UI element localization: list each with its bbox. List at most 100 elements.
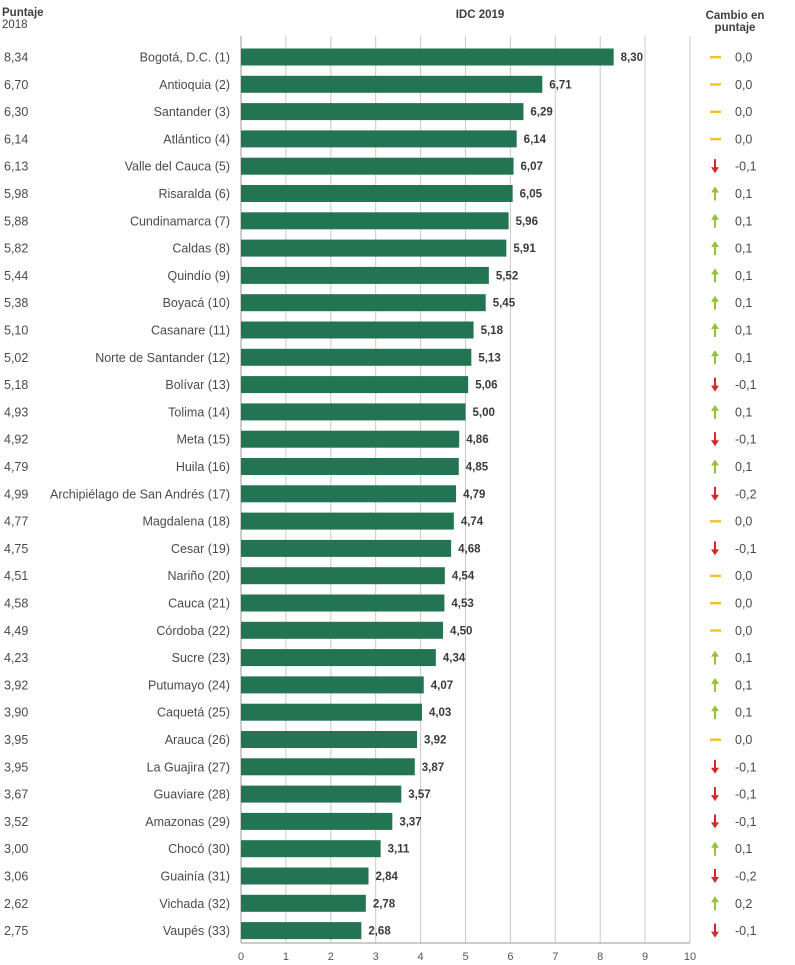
department-label: Putumayo (24) — [148, 678, 230, 692]
score-2018: 2,75 — [4, 924, 28, 938]
up-arrow-icon — [711, 213, 719, 228]
bar — [241, 376, 469, 394]
score-2018: 4,49 — [4, 624, 28, 638]
bar — [241, 703, 422, 721]
change-value: 0,1 — [735, 842, 752, 856]
department-label: Guainía (31) — [161, 870, 230, 884]
x-tick-label: 3 — [373, 951, 379, 963]
score-2018: 5,02 — [4, 351, 28, 365]
department-label: Atlántico (4) — [163, 132, 230, 146]
bar — [241, 130, 517, 148]
row-cundinamarca: 5,88 Cundinamarca (7) 5,96 0,1 — [4, 212, 752, 230]
department-label: Magdalena (18) — [142, 515, 230, 529]
column-header-score-2018: Puntaje 2018 — [2, 7, 44, 31]
change-value: 0,1 — [735, 706, 752, 720]
x-tick-label: 6 — [507, 951, 513, 963]
bar-value-label: 4,03 — [429, 707, 451, 719]
score-2018: 3,67 — [4, 788, 28, 802]
change-value: -0,1 — [735, 160, 757, 174]
change-value: -0,1 — [735, 924, 757, 938]
bar-value-label: 2,84 — [376, 871, 399, 883]
row-sucre: 4,23 Sucre (23) 4,34 0,1 — [4, 649, 752, 667]
change-value: 0,1 — [735, 351, 752, 365]
bar — [241, 512, 454, 530]
score-2018: 3,52 — [4, 815, 28, 829]
down-arrow-icon — [711, 541, 719, 556]
row-caqueta: 3,90 Caquetá (25) 4,03 0,1 — [4, 703, 752, 721]
score-2018: 5,88 — [4, 214, 28, 228]
bar-value-label: 3,57 — [408, 789, 430, 801]
department-label: Quindío (9) — [167, 269, 230, 283]
bar-value-label: 4,50 — [450, 625, 472, 637]
bar — [241, 485, 457, 503]
change-value: 0,0 — [735, 733, 752, 747]
down-arrow-icon — [711, 159, 719, 174]
bar — [241, 894, 366, 912]
change-value: 0,0 — [735, 105, 752, 119]
bar — [241, 157, 514, 175]
x-tick-label: 1 — [283, 951, 289, 963]
up-arrow-icon — [711, 841, 719, 856]
department-label: Meta (15) — [177, 433, 231, 447]
department-label: Norte de Santander (12) — [95, 351, 230, 365]
score-2018: 3,92 — [4, 678, 28, 692]
bar-value-label: 5,52 — [496, 270, 518, 282]
row-narino: 4,51 Nariño (20) 4,54 0,0 — [4, 567, 752, 585]
x-tick-label: 0 — [238, 951, 244, 963]
score-2018: 4,75 — [4, 542, 28, 556]
score-2018: 6,30 — [4, 105, 28, 119]
department-label: Huila (16) — [176, 460, 230, 474]
up-arrow-icon — [711, 186, 719, 201]
bar-value-label: 4,68 — [458, 543, 481, 555]
row-guaviare: 3,67 Guaviare (28) 3,57 -0,1 — [4, 785, 757, 803]
score-2018: 5,44 — [4, 269, 28, 283]
row-archipielago-de-san-andres: 4,99 Archipiélago de San Andrés (17) 4,79 -… — [4, 485, 757, 503]
bar — [241, 922, 362, 940]
score-2018: 6,70 — [4, 78, 28, 92]
row-arauca: 3,95 Arauca (26) 3,92 0,0 — [4, 731, 752, 748]
department-label: Arauca (26) — [165, 733, 230, 747]
up-arrow-icon — [711, 459, 719, 474]
row-tolima: 4,93 Tolima (14) 5,00 0,1 — [4, 403, 752, 421]
department-label: Sucre (23) — [172, 651, 230, 665]
up-arrow-icon — [711, 295, 719, 310]
department-label: Casanare (11) — [151, 324, 230, 338]
bar-value-label: 4,85 — [466, 462, 489, 474]
no-change-dash-icon — [710, 574, 721, 578]
bar-value-label: 2,78 — [373, 898, 396, 910]
bar-value-label: 4,34 — [443, 653, 466, 665]
score-2018: 3,06 — [4, 870, 28, 884]
change-value: 0,1 — [735, 460, 752, 474]
bar-value-label: 5,96 — [516, 216, 538, 228]
no-change-dash-icon — [710, 629, 721, 632]
change-value: -0,1 — [735, 788, 757, 802]
x-tick-label: 5 — [462, 951, 468, 963]
department-label: Risaralda (6) — [158, 187, 230, 201]
no-change-dash-icon — [710, 738, 721, 741]
bar-value-label: 5,06 — [475, 380, 497, 392]
bar-value-label: 6,29 — [530, 107, 552, 119]
bar-value-label: 8,30 — [621, 52, 643, 64]
no-change-dash-icon — [710, 56, 721, 59]
bar-value-label: 4,07 — [431, 680, 453, 692]
department-label: Vichada (32) — [159, 897, 230, 911]
department-label: Amazonas (29) — [145, 815, 230, 829]
down-arrow-icon — [711, 787, 719, 802]
up-arrow-icon — [711, 404, 719, 419]
row-vichada: 2,62 Vichada (32) 2,78 0,2 — [4, 894, 752, 912]
score-2018: 3,95 — [4, 733, 28, 747]
row-antioquia: 6,70 Antioquia (2) 6,71 0,0 — [4, 75, 752, 93]
score-2018: 5,10 — [4, 324, 28, 338]
up-arrow-icon — [711, 896, 719, 911]
x-tick-label: 8 — [597, 951, 603, 963]
up-arrow-icon — [711, 323, 719, 337]
bar-value-label: 4,74 — [461, 516, 484, 528]
bar — [241, 840, 381, 858]
bar-value-label: 3,92 — [424, 735, 446, 747]
down-arrow-icon — [711, 923, 719, 938]
change-value: 0,2 — [735, 897, 752, 911]
no-change-dash-icon — [710, 83, 721, 86]
row-cordoba: 4,49 Córdoba (22) 4,50 0,0 — [4, 621, 752, 639]
row-choco: 3,00 Chocó (30) 3,11 0,1 — [4, 840, 752, 858]
row-norte-de-santander: 5,02 Norte de Santander (12) 5,13 0,1 — [4, 348, 752, 366]
